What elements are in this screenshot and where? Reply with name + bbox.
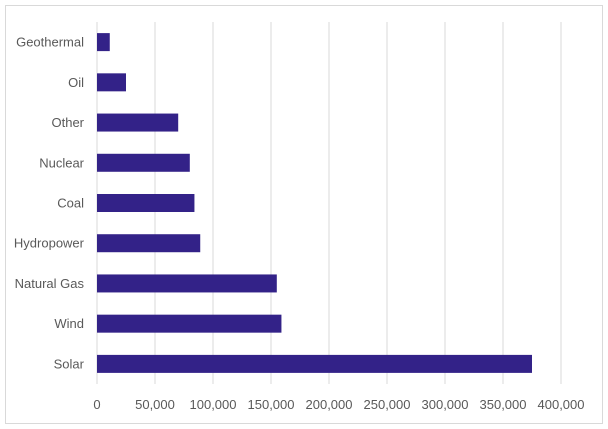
x-tick-label-6: 300,000 — [422, 397, 469, 412]
category-label-hydropower: Hydropower — [14, 236, 85, 251]
x-tick-label-1: 50,000 — [135, 397, 175, 412]
category-label-geothermal: Geothermal — [16, 35, 84, 50]
x-tick-label-7: 350,000 — [480, 397, 527, 412]
bar-natural-gas — [97, 274, 277, 293]
bar-other — [97, 113, 179, 132]
x-tick-label-3: 150,000 — [248, 397, 295, 412]
bar-solar — [97, 354, 532, 373]
bar-geothermal — [97, 33, 110, 52]
category-label-coal: Coal — [57, 196, 84, 211]
x-tick-label-2: 100,000 — [190, 397, 237, 412]
category-label-other: Other — [51, 115, 84, 130]
category-label-solar: Solar — [54, 356, 85, 371]
x-tick-label-4: 200,000 — [306, 397, 353, 412]
bar-nuclear — [97, 153, 190, 172]
category-label-oil: Oil — [68, 75, 84, 90]
x-tick-label-5: 250,000 — [364, 397, 411, 412]
category-label-natural-gas: Natural Gas — [15, 276, 85, 291]
category-label-wind: Wind — [54, 316, 84, 331]
bar-oil — [97, 73, 126, 92]
bar-coal — [97, 194, 195, 212]
x-tick-label-8: 400,000 — [538, 397, 585, 412]
category-label-nuclear: Nuclear — [39, 155, 84, 170]
bar-wind — [97, 314, 282, 333]
bar-hydropower — [97, 234, 201, 253]
x-tick-label-0: 0 — [93, 397, 100, 412]
